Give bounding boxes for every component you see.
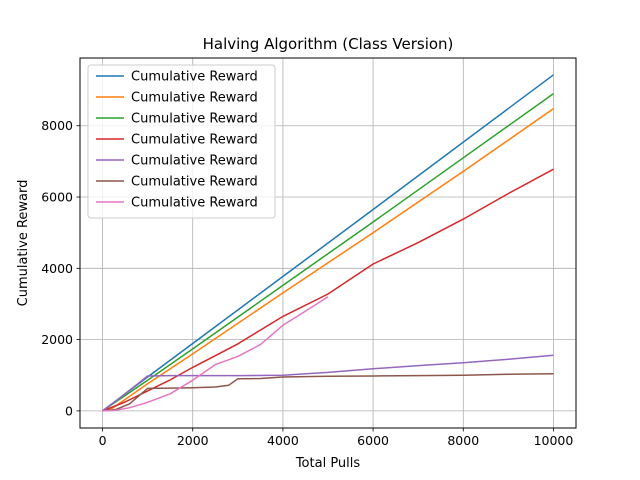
y-tick-label: 2000 <box>41 332 73 347</box>
axis-ticks: 0 2000 4000 6000 8000 10000 0 2000 4000 6000 8000 <box>41 118 573 448</box>
series-line-4 <box>102 168 554 412</box>
plot-frame <box>79 57 577 429</box>
legend-label-5: Cumulative Reward <box>131 154 258 169</box>
series-line-7 <box>102 296 329 412</box>
x-tick-label: 4000 <box>267 433 299 448</box>
y-tick-label: 4000 <box>41 261 73 276</box>
legend-label-2: Cumulative Reward <box>131 91 258 106</box>
legend-label-7: Cumulative Reward <box>131 196 258 211</box>
grid-lines <box>80 58 576 428</box>
x-axis-label: Total Pulls <box>295 456 361 471</box>
x-tick-label: 0 <box>99 433 107 448</box>
y-axis-label: Cumulative Reward <box>16 180 31 307</box>
series-line-5 <box>102 354 554 412</box>
x-tick-label: 8000 <box>447 433 479 448</box>
y-tick-label: 0 <box>65 403 73 418</box>
series-lines <box>102 74 554 412</box>
series-line-6 <box>102 373 554 412</box>
y-tick-label: 6000 <box>41 190 73 205</box>
legend: Cumulative Reward Cumulative Reward Cumula… <box>87 64 276 219</box>
legend-label-3: Cumulative Reward <box>131 112 258 127</box>
legend-box <box>87 64 276 219</box>
x-tick-label: 10000 <box>534 433 574 448</box>
series-line-1 <box>102 74 554 412</box>
legend-label-1: Cumulative Reward <box>131 70 258 85</box>
x-tick-label: 2000 <box>177 433 209 448</box>
y-tick-label: 8000 <box>41 118 73 133</box>
legend-label-6: Cumulative Reward <box>131 175 258 190</box>
x-tick-label: 6000 <box>357 433 389 448</box>
chart-title: Halving Algorithm (Class Version) <box>203 35 454 53</box>
series-line-3 <box>102 92 554 412</box>
legend-label-4: Cumulative Reward <box>131 133 258 148</box>
